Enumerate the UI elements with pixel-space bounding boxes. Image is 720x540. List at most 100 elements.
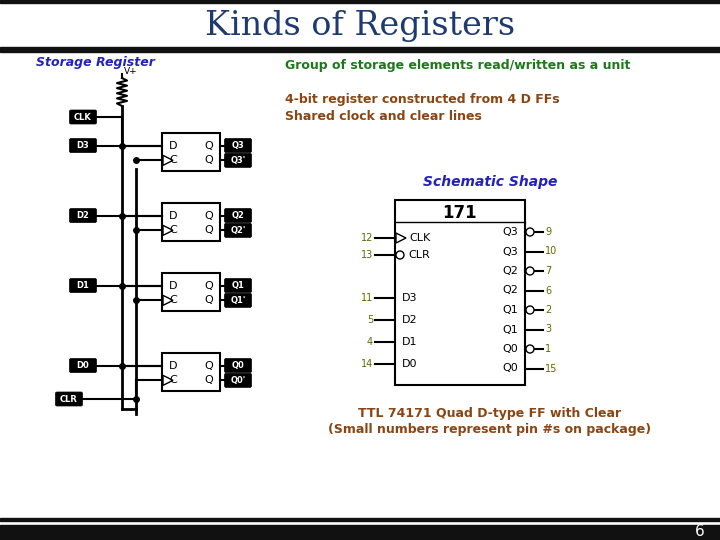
FancyBboxPatch shape [70,139,96,152]
Text: D: D [169,211,178,220]
Text: D2: D2 [402,315,418,325]
Bar [395,200,525,385]
FancyBboxPatch shape [70,359,96,373]
Text: D: D [169,140,178,151]
Text: 12: 12 [361,233,373,243]
Text: Q1: Q1 [503,305,518,315]
Text: CLK: CLK [74,112,92,122]
Text: 13: 13 [361,250,373,260]
FancyBboxPatch shape [55,392,83,406]
Text: (Small numbers represent pin #s on package): (Small numbers represent pin #s on packa… [328,423,652,436]
Text: 6: 6 [696,524,705,539]
Text: 5: 5 [366,315,373,325]
Text: 4-bit register constructed from 4 D FFs: 4-bit register constructed from 4 D FFs [285,93,559,106]
Polygon shape [163,295,173,305]
FancyBboxPatch shape [225,139,251,152]
Text: Q: Q [204,211,213,220]
Text: CLR: CLR [60,395,78,403]
Circle shape [526,345,534,353]
Text: 10: 10 [545,246,557,256]
Polygon shape [163,375,173,386]
FancyBboxPatch shape [70,208,96,222]
Text: 7: 7 [545,266,552,276]
FancyBboxPatch shape [225,153,251,167]
Text: CLK: CLK [409,233,431,243]
Text: Q3': Q3' [230,156,246,165]
Text: Q1': Q1' [230,296,246,305]
Text: 6: 6 [545,286,551,295]
Text: Q: Q [204,361,213,370]
Text: Q: Q [204,140,213,151]
Text: 171: 171 [443,204,477,222]
FancyBboxPatch shape [225,208,251,222]
Text: 3: 3 [545,325,551,334]
Text: 14: 14 [361,359,373,369]
Text: Q1: Q1 [503,325,518,334]
Text: D: D [169,281,178,291]
Text: Q0: Q0 [232,361,244,370]
Text: D3: D3 [402,293,418,303]
Text: C: C [169,295,176,305]
Bar [162,203,220,241]
Text: D1: D1 [402,337,418,347]
FancyBboxPatch shape [225,359,251,373]
Text: 4: 4 [367,337,373,347]
Text: C: C [169,225,176,235]
Text: C: C [169,375,176,386]
Text: Q: Q [204,281,213,291]
Text: Q0: Q0 [503,344,518,354]
Bar [162,353,220,391]
Text: Q2': Q2' [230,226,246,235]
Text: Q3: Q3 [503,246,518,256]
Text: Shared clock and clear lines: Shared clock and clear lines [285,110,482,123]
Text: Q: Q [204,295,213,305]
Text: Kinds of Registers: Kinds of Registers [205,10,515,42]
Text: Storage Register: Storage Register [36,56,155,69]
Text: D0: D0 [402,359,418,369]
Text: Q: Q [204,156,213,165]
Text: Q1: Q1 [232,281,244,290]
Text: D2: D2 [76,211,89,220]
Text: Q3: Q3 [232,141,244,150]
Text: Q0: Q0 [503,363,518,374]
Bar [0,47,720,52]
Polygon shape [163,156,173,165]
Text: C: C [169,156,176,165]
Bar [0,525,720,540]
Text: D0: D0 [76,361,89,370]
Text: D1: D1 [76,281,89,290]
Polygon shape [163,225,173,235]
Text: TTL 74171 Quad D-type FF with Clear: TTL 74171 Quad D-type FF with Clear [359,407,621,420]
Text: 11: 11 [361,293,373,303]
FancyBboxPatch shape [225,373,251,387]
Circle shape [396,251,404,259]
Bar [0,0,720,3]
Text: Group of storage elements read/written as a unit: Group of storage elements read/written a… [285,59,631,72]
Text: Q2: Q2 [232,211,244,220]
FancyBboxPatch shape [225,224,251,238]
Bar [162,273,220,311]
Text: Q: Q [204,225,213,235]
Circle shape [526,228,534,236]
Text: D3: D3 [76,141,89,150]
Circle shape [526,267,534,275]
Bar [0,518,720,521]
Text: Q0': Q0' [230,376,246,385]
Text: V+: V+ [124,68,138,77]
Text: 15: 15 [545,363,557,374]
FancyBboxPatch shape [70,279,96,293]
Text: Q2: Q2 [502,266,518,276]
Polygon shape [396,233,406,243]
Text: 9: 9 [545,227,551,237]
Circle shape [526,306,534,314]
Bar [162,133,220,171]
FancyBboxPatch shape [70,110,96,124]
Text: CLR: CLR [408,250,430,260]
Text: D: D [169,361,178,370]
FancyBboxPatch shape [225,279,251,293]
Text: Q2: Q2 [502,286,518,295]
FancyBboxPatch shape [225,293,251,307]
Text: Q3: Q3 [503,227,518,237]
Text: Schematic Shape: Schematic Shape [423,175,557,189]
Text: 1: 1 [545,344,551,354]
